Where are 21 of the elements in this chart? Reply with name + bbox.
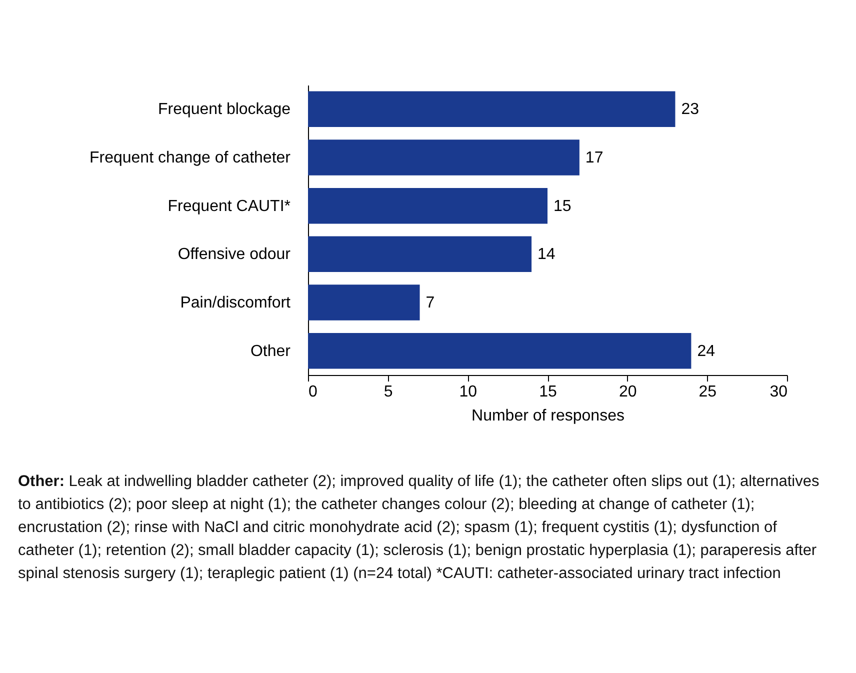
text: Other: Leak at indwelling bladder catheter (2); improved quality of life (1); the catheter often slips out (1); alternatives to antibiotics (2); poor sleep at night (1); the catheter changes colour (2); bleeding at change of catheter (1); encrustation (2); rinse with NaCl and citric monohydrate acid (2); spasm (1); frequent cystitis (1); dysfunction of catheter (1); retention (2); small bladder capacity (1); sclerosis (1); benign prostatic hyperplasia (1); paraperesis after spinal stenosis surgery (1); teraplegic patient (1) (n=24 total) *CAUTI: catheter-associated urinary tract infection: [18, 473, 820, 582]
data-label: 23: [681, 101, 700, 118]
x-tick-label: 25: [698, 384, 717, 400]
y-tick-label: Other: [250, 342, 292, 360]
y-tick-label: Pain/discomfort: [180, 294, 292, 312]
y-tick-label: Frequent CAUTI*: [168, 198, 290, 215]
x-axis-title: Number of responses: [472, 408, 624, 424]
data-label: 14: [538, 246, 556, 264]
x-tick-label: 0: [308, 384, 318, 400]
x-tick-label: 20: [618, 384, 637, 400]
x-tick-label: 30: [770, 384, 788, 400]
data-label: 24: [697, 342, 716, 360]
data-label: 17: [585, 150, 604, 166]
data-label: 15: [554, 198, 572, 215]
y-tick-label: Offensive odour: [178, 246, 292, 264]
y-tick-label: Frequent change of catheter: [89, 150, 292, 166]
data-label: 7: [426, 294, 435, 312]
x-tick-label: 15: [539, 384, 557, 400]
x-tick-label: 10: [459, 384, 478, 400]
y-tick-label: Frequent blockage: [158, 101, 291, 118]
x-tick-label: 5: [384, 384, 393, 400]
